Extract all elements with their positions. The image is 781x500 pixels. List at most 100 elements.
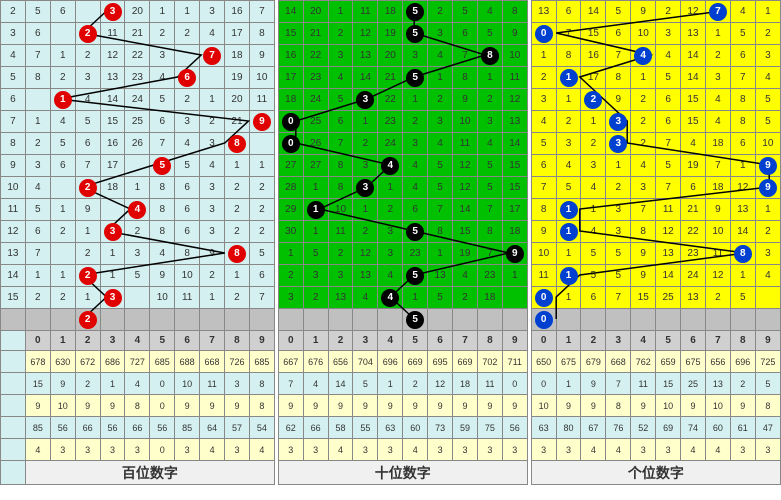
cell: 7 bbox=[705, 155, 730, 177]
cell bbox=[175, 45, 200, 67]
digit-col-6: 6 bbox=[428, 331, 453, 351]
cell bbox=[75, 1, 100, 23]
cell: 2 bbox=[50, 287, 75, 309]
main-table: 2563201131671420111185254813614592127413… bbox=[0, 0, 781, 485]
cell: 17 bbox=[225, 23, 250, 45]
cell: 1 bbox=[303, 199, 328, 221]
cell: 3 bbox=[200, 133, 225, 155]
cell: 9 bbox=[150, 265, 175, 287]
row-index: 8 bbox=[1, 133, 26, 155]
cell: 11 bbox=[175, 287, 200, 309]
cell: 1 bbox=[631, 67, 656, 89]
cell: 5 bbox=[403, 23, 428, 45]
cell: 14 bbox=[581, 1, 606, 23]
cell: 5 bbox=[403, 265, 428, 287]
cell: 1 bbox=[200, 89, 225, 111]
stat-cell: 9 bbox=[378, 395, 403, 417]
cell: 2 bbox=[75, 177, 100, 199]
cell: 1 bbox=[50, 265, 75, 287]
stat-cell: 5 bbox=[353, 373, 378, 395]
stat-cell: 725 bbox=[755, 351, 780, 373]
lottery-chart: 2563201131671420111185254813614592127413… bbox=[0, 0, 781, 500]
stat-cell: 9 bbox=[403, 395, 428, 417]
cell: 13 bbox=[328, 287, 353, 309]
cell: 7 bbox=[656, 133, 681, 155]
stat-cell: 696 bbox=[730, 351, 755, 373]
cell: 21 bbox=[378, 67, 403, 89]
stat-cell: 8 bbox=[125, 395, 150, 417]
stat-cell: 9 bbox=[681, 395, 706, 417]
cell: 4 bbox=[681, 133, 706, 155]
cell: 3 bbox=[755, 243, 780, 265]
cell: 8 bbox=[730, 111, 755, 133]
cell: 20 bbox=[378, 45, 403, 67]
cell: 6 bbox=[681, 177, 706, 199]
cell: 2 bbox=[581, 133, 606, 155]
digit-col-7: 7 bbox=[705, 331, 730, 351]
shi-ball: 8 bbox=[481, 47, 499, 65]
cell: 3 bbox=[200, 177, 225, 199]
cell: 14 bbox=[453, 199, 478, 221]
stat-cell: 685 bbox=[249, 351, 274, 373]
cell: 2 bbox=[75, 45, 100, 67]
stat-cell: 9 bbox=[477, 395, 502, 417]
cell: 8 bbox=[730, 89, 755, 111]
digit-col-2: 2 bbox=[75, 331, 100, 351]
stat-cell: 10 bbox=[705, 395, 730, 417]
digit-col-0: 0 bbox=[278, 331, 303, 351]
cell: 5 bbox=[50, 133, 75, 155]
cell: 8 bbox=[150, 221, 175, 243]
row-index: 9 bbox=[1, 155, 26, 177]
cell: 19 bbox=[681, 155, 706, 177]
cell: 13 bbox=[656, 243, 681, 265]
cell: 7 bbox=[477, 243, 502, 265]
stat-cell: 3 bbox=[656, 439, 681, 461]
digit-col-0: 0 bbox=[531, 331, 556, 351]
cell: 5 bbox=[150, 155, 175, 177]
cell: 3 bbox=[353, 155, 378, 177]
cell: 1 bbox=[556, 67, 581, 89]
cell: 3 bbox=[705, 67, 730, 89]
cell: 1 bbox=[428, 67, 453, 89]
cell: 0 bbox=[278, 111, 303, 133]
cell: 1 bbox=[225, 155, 250, 177]
cell: 5 bbox=[403, 1, 428, 23]
ge-ball: 7 bbox=[709, 3, 727, 21]
ge-ball: 1 bbox=[560, 69, 578, 87]
cell: 5 bbox=[303, 243, 328, 265]
digit-col-5: 5 bbox=[403, 331, 428, 351]
stat-cell: 675 bbox=[556, 351, 581, 373]
row-index: 11 bbox=[1, 199, 26, 221]
cell: 13 bbox=[502, 111, 527, 133]
stat-cell: 1 bbox=[556, 373, 581, 395]
stat-cell: 702 bbox=[477, 351, 502, 373]
cell: 3 bbox=[378, 243, 403, 265]
stat-cell: 669 bbox=[453, 351, 478, 373]
cell: 3 bbox=[631, 177, 656, 199]
shi-ball: 9 bbox=[506, 245, 524, 263]
cell: 1 bbox=[200, 287, 225, 309]
digit-col-0: 0 bbox=[25, 331, 50, 351]
stat-cell: 10 bbox=[656, 395, 681, 417]
digit-col-9: 9 bbox=[755, 331, 780, 351]
stat-cell: 75 bbox=[477, 417, 502, 439]
data-row: 152213101112732134415218016715251325 bbox=[1, 287, 781, 309]
cell: 17 bbox=[581, 67, 606, 89]
cell: 20 bbox=[225, 89, 250, 111]
cell: 1 bbox=[378, 177, 403, 199]
cell: 10 bbox=[328, 199, 353, 221]
cell: 12 bbox=[656, 221, 681, 243]
stat-cell: 9 bbox=[328, 395, 353, 417]
stat-cell: 3 bbox=[278, 439, 303, 461]
cell: 15 bbox=[453, 221, 478, 243]
cell: 2 bbox=[328, 243, 353, 265]
cell: 6 bbox=[75, 133, 100, 155]
cell: 3 bbox=[353, 177, 378, 199]
row-index: 13 bbox=[1, 243, 26, 265]
digit-col-5: 5 bbox=[150, 331, 175, 351]
stat-cell: 9 bbox=[25, 395, 50, 417]
stats-row: 433330343433433433333344334433 bbox=[1, 439, 781, 461]
cell: 4 bbox=[656, 45, 681, 67]
cell: 5 bbox=[477, 177, 502, 199]
ge-ball: 3 bbox=[609, 135, 627, 153]
